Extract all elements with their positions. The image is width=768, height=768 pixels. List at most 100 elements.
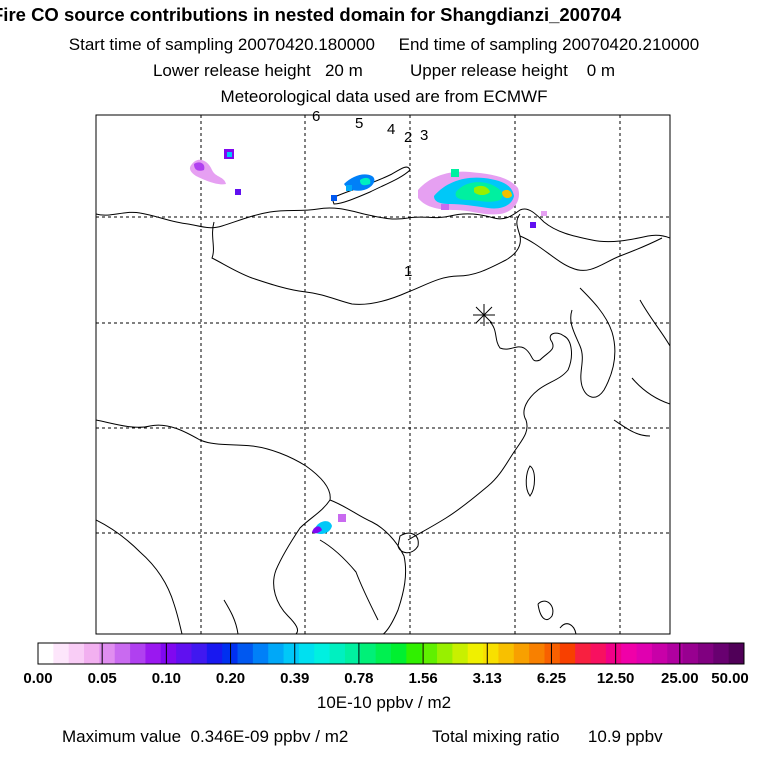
mongolia-border <box>211 213 521 305</box>
colorbar-swatch <box>513 643 530 664</box>
max-value-line: Maximum value 0.346E-09 ppbv / m2 <box>62 728 348 745</box>
colorbar-swatch <box>38 643 54 664</box>
colorbar-swatch <box>314 643 331 664</box>
start-label: Start time of sampling <box>68 35 234 54</box>
colorbar-swatch <box>697 643 714 664</box>
colorbar-swatch <box>160 643 177 664</box>
colorbar-tick-label: 0.10 <box>151 670 181 687</box>
met-data-line: Meteorological data used are from ECMWF <box>220 87 548 106</box>
fire-pixel <box>451 169 459 177</box>
colorbar-swatch <box>360 643 377 664</box>
bay-coast <box>96 519 183 634</box>
russia-border <box>96 207 670 243</box>
fire-plume-ne-max <box>502 189 512 199</box>
colorbar-swatch <box>252 643 269 664</box>
colorbar-swatch <box>467 643 484 664</box>
laos-vietnam-border <box>319 539 379 621</box>
colorbar-swatch <box>667 643 684 664</box>
fire-pixel <box>441 204 449 210</box>
fire-plume-baikal-core <box>360 177 371 186</box>
colorbar-swatch <box>206 643 223 664</box>
end-label: End time of sampling <box>398 35 558 54</box>
map-frame <box>95 114 671 635</box>
colorbar-swatch <box>421 643 438 664</box>
colorbar-swatch <box>391 643 407 664</box>
china-coast <box>407 321 572 541</box>
colorbar-swatch <box>559 643 576 664</box>
trajectory-label: 1 <box>404 263 412 280</box>
fire-pixel <box>338 514 346 522</box>
fire-pixel <box>235 189 241 195</box>
grid-lines <box>96 115 670 634</box>
colorbar-swatch <box>651 643 668 664</box>
colorbar-swatch <box>452 643 469 664</box>
colorbar-swatch <box>713 643 730 664</box>
colorbar-tick-label: 1.56 <box>408 670 438 687</box>
plot-title: Fire CO source contributions in nested d… <box>0 4 622 25</box>
lower-value: 20 m <box>324 61 363 80</box>
colorbar-tick-label: 0.05 <box>87 670 117 687</box>
fire-pixel <box>530 222 536 228</box>
manchuria-border <box>519 235 663 271</box>
colorbar-swatch <box>344 643 361 664</box>
colorbar-swatch <box>406 643 423 664</box>
colorbar-swatch <box>636 643 653 664</box>
colorbar-tick-label: 12.50 <box>596 670 635 687</box>
colorbar-swatch <box>145 643 162 664</box>
trajectory-label: 2 <box>404 129 412 146</box>
fire-plume-ne-peak <box>474 185 490 195</box>
release-height-line: Lower release height 20 m Upper release … <box>0 62 768 79</box>
sampling-time-line: Start time of sampling 20070420.180000 E… <box>0 36 768 53</box>
fire-pixel <box>541 211 547 216</box>
colorbar-swatch <box>99 643 116 664</box>
colorbar-swatch <box>130 643 146 664</box>
start-value: 20070420.180000 <box>237 35 376 54</box>
colorbar-tick-label: 50.00 <box>711 670 749 687</box>
malay-peninsula <box>223 599 239 634</box>
korea-coast <box>570 287 616 398</box>
colorbar-swatch <box>483 643 499 664</box>
max-label: Maximum value <box>62 727 182 746</box>
colorbar-swatch <box>191 643 208 664</box>
trajectory-label: 6 <box>312 108 320 125</box>
colorbar-frame <box>37 642 745 665</box>
colorbar-swatch <box>237 643 254 664</box>
colorbar-swatch <box>437 643 453 664</box>
total-value: 10.9 ppbv <box>587 727 663 746</box>
colorbar-tick-label: 0.39 <box>280 670 310 687</box>
fire-plume-nw-core <box>194 162 205 171</box>
max-value: 0.346E-09 ppbv / m2 <box>190 727 349 746</box>
fire-pixel <box>331 195 337 201</box>
trajectory-label: 5 <box>355 115 363 132</box>
japan-coast <box>613 299 670 437</box>
colorbar-swatch <box>575 643 592 664</box>
colorbar-swatch <box>114 643 131 664</box>
fire-plume-south-halo <box>312 526 322 534</box>
colorbar-swatch <box>544 643 561 664</box>
fire-pixel <box>346 185 352 191</box>
total-mixing-line: Total mixing ratio 10.9 ppbv <box>432 728 663 745</box>
colorbar-swatch <box>621 643 638 664</box>
colorbar-swatch <box>68 643 85 664</box>
colorbar-tick-label: 3.13 <box>472 670 502 687</box>
colorbar-tick-label: 0.00 <box>23 670 53 687</box>
upper-value: 0 m <box>586 61 616 80</box>
colorbar-swatch <box>375 643 392 664</box>
colorbar-swatch <box>283 643 300 664</box>
colorbar-swatch <box>728 643 745 664</box>
trajectory-label: 4 <box>387 121 395 138</box>
map-outlines <box>96 166 670 634</box>
fire-pixel <box>227 152 232 157</box>
taiwan-island <box>525 465 535 497</box>
colorbar-swatch <box>498 643 515 664</box>
western-china-border <box>96 419 331 634</box>
colorbar-swatch <box>298 643 315 664</box>
colorbar-swatch <box>176 643 192 664</box>
colorbar-swatch <box>529 643 545 664</box>
colorbar-swatch <box>590 643 607 664</box>
colorbar-tick-label: 0.78 <box>344 670 374 687</box>
lower-label: Lower release height <box>152 61 311 80</box>
se-asia-coast <box>329 499 407 634</box>
colorbar-swatch <box>605 643 622 664</box>
